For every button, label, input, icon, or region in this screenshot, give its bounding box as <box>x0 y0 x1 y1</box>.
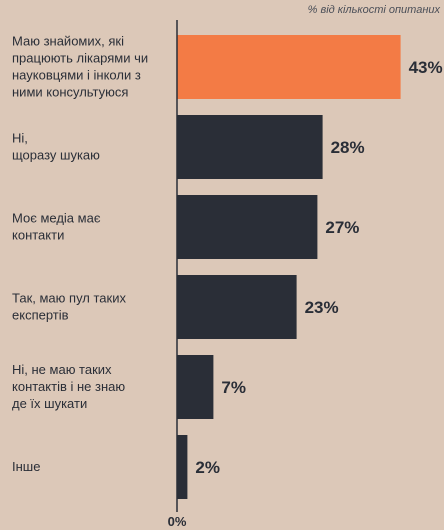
category-label: щоразу шукаю <box>12 148 100 163</box>
category-label: працюють лікарями чи <box>12 51 148 66</box>
data-label: 7% <box>221 378 246 397</box>
data-label: 2% <box>195 458 220 477</box>
data-label: 27% <box>325 218 359 237</box>
data-label: 23% <box>305 298 339 317</box>
bar <box>177 435 188 499</box>
bar <box>177 35 401 99</box>
x-tick-label: 0% <box>168 514 187 529</box>
category-label: Ні, <box>12 131 28 146</box>
bar <box>177 275 297 339</box>
category-label: де їх шукати <box>12 396 87 411</box>
chart-note: % від кількості опитаних <box>307 4 440 16</box>
bar <box>177 115 323 179</box>
category-label: Маю знайомих, які <box>12 34 124 49</box>
category-label: експертів <box>12 308 69 323</box>
category-label: Ні, не маю таких <box>12 362 112 377</box>
category-label: ними консультуюся <box>12 85 128 100</box>
data-label: 43% <box>409 58 443 77</box>
data-label: 28% <box>331 138 365 157</box>
bar <box>177 195 318 259</box>
category-label: контакти <box>12 228 64 243</box>
bar <box>177 355 214 419</box>
category-label: науковцями і інколи з <box>12 68 141 83</box>
category-label: Так, маю пул таких <box>12 291 126 306</box>
category-label: Інше <box>12 459 40 474</box>
category-label: контактів і не знаю <box>12 379 125 394</box>
category-label: Моє медіа має <box>12 211 101 226</box>
